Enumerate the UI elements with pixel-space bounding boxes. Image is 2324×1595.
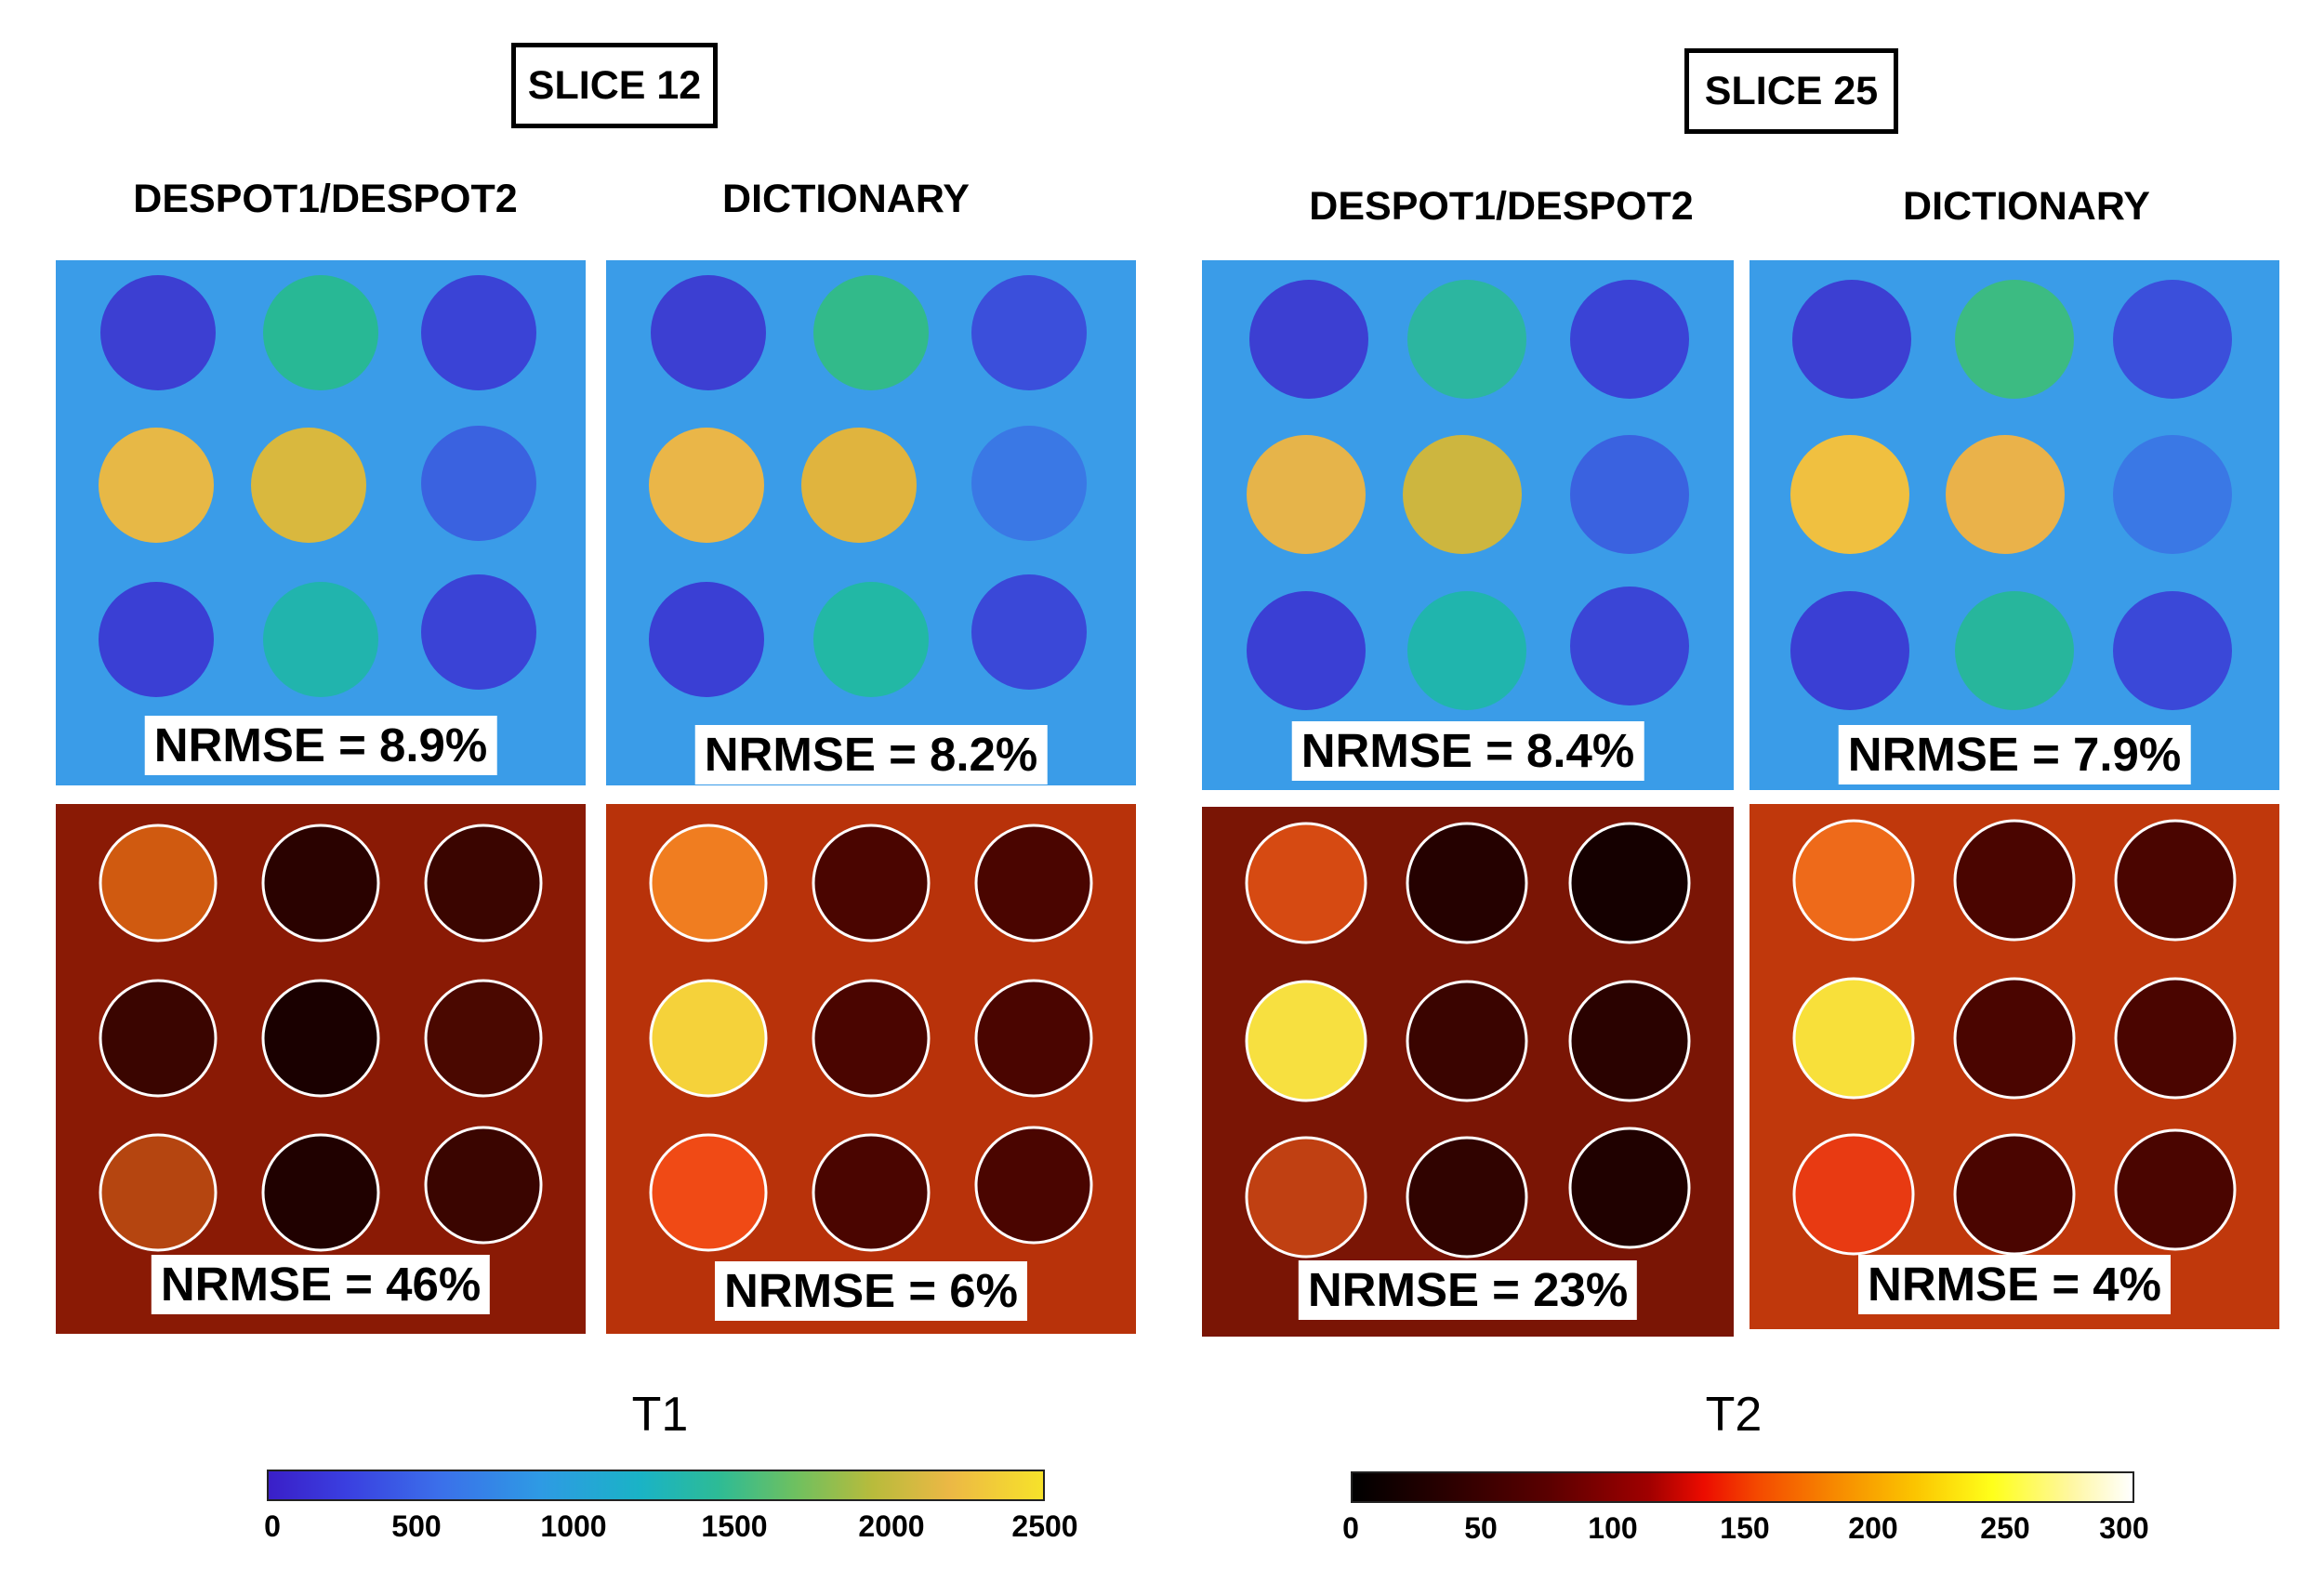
- method-header-dictionary-slice25: DICTIONARY: [1903, 184, 2150, 229]
- method-header-despot-slice12: DESPOT1/DESPOT2: [133, 177, 518, 221]
- t1-map-slice12-despot: NRMSE = 8.9%: [56, 260, 586, 785]
- nrmse-t2-slice12-dictionary: NRMSE = 6%: [714, 1261, 1028, 1321]
- method-header-despot-slice25: DESPOT1/DESPOT2: [1309, 184, 1694, 229]
- t2-tick: 50: [1464, 1511, 1498, 1545]
- t2-tick: 250: [1980, 1511, 2030, 1545]
- t2-map-slice25-despot: NRMSE = 23%: [1202, 807, 1734, 1337]
- nrmse-t1-slice25-dictionary: NRMSE = 7.9%: [1838, 725, 2191, 784]
- t2-tick: 100: [1588, 1511, 1638, 1545]
- nrmse-t1-slice25-despot: NRMSE = 8.4%: [1291, 721, 1644, 781]
- nrmse-t2-slice25-dictionary: NRMSE = 4%: [1857, 1255, 2172, 1314]
- t1-tick: 2000: [858, 1509, 925, 1543]
- nrmse-t2-slice25-despot: NRMSE = 23%: [1298, 1260, 1638, 1320]
- t2-colorbar-title: T2: [1705, 1388, 1763, 1442]
- t2-tick: 150: [1720, 1511, 1770, 1545]
- nrmse-t1-slice12-despot: NRMSE = 8.9%: [144, 716, 497, 775]
- t1-map-slice25-dictionary: NRMSE = 7.9%: [1750, 260, 2279, 790]
- t2-map-slice12-dictionary: NRMSE = 6%: [606, 804, 1136, 1334]
- t2-map-slice12-despot: NRMSE = 46%: [56, 804, 586, 1334]
- t1-tick: 2500: [1011, 1509, 1078, 1543]
- t1-tick: 1500: [701, 1509, 768, 1543]
- t2-map-slice25-dictionary: NRMSE = 4%: [1750, 804, 2279, 1329]
- t2-tick: 200: [1848, 1511, 1898, 1545]
- t1-map-slice12-dictionary: NRMSE = 8.2%: [606, 260, 1136, 785]
- t1-tick: 1000: [540, 1509, 607, 1543]
- t1-tick: 0: [264, 1509, 281, 1543]
- t2-colorbar-ticks: 0 50 100 150 200 250 300: [1342, 1511, 2149, 1549]
- t1-colorbar-ticks: 0 500 1000 1500 2000 2500: [264, 1509, 1077, 1547]
- t1-map-slice25-despot: NRMSE = 8.4%: [1202, 260, 1734, 790]
- t1-colorbar: [267, 1470, 1045, 1501]
- nrmse-t1-slice12-dictionary: NRMSE = 8.2%: [694, 725, 1048, 784]
- method-header-dictionary-slice12: DICTIONARY: [722, 177, 970, 221]
- t1-colorbar-title: T1: [631, 1388, 689, 1442]
- t2-colorbar: [1351, 1471, 2134, 1503]
- t2-tick: 300: [2099, 1511, 2149, 1545]
- slice-12-label: SLICE 12: [511, 43, 718, 128]
- t2-tick: 0: [1342, 1511, 1359, 1545]
- nrmse-t2-slice12-despot: NRMSE = 46%: [151, 1255, 491, 1314]
- t1-tick: 500: [391, 1509, 442, 1543]
- slice-25-label: SLICE 25: [1684, 48, 1898, 134]
